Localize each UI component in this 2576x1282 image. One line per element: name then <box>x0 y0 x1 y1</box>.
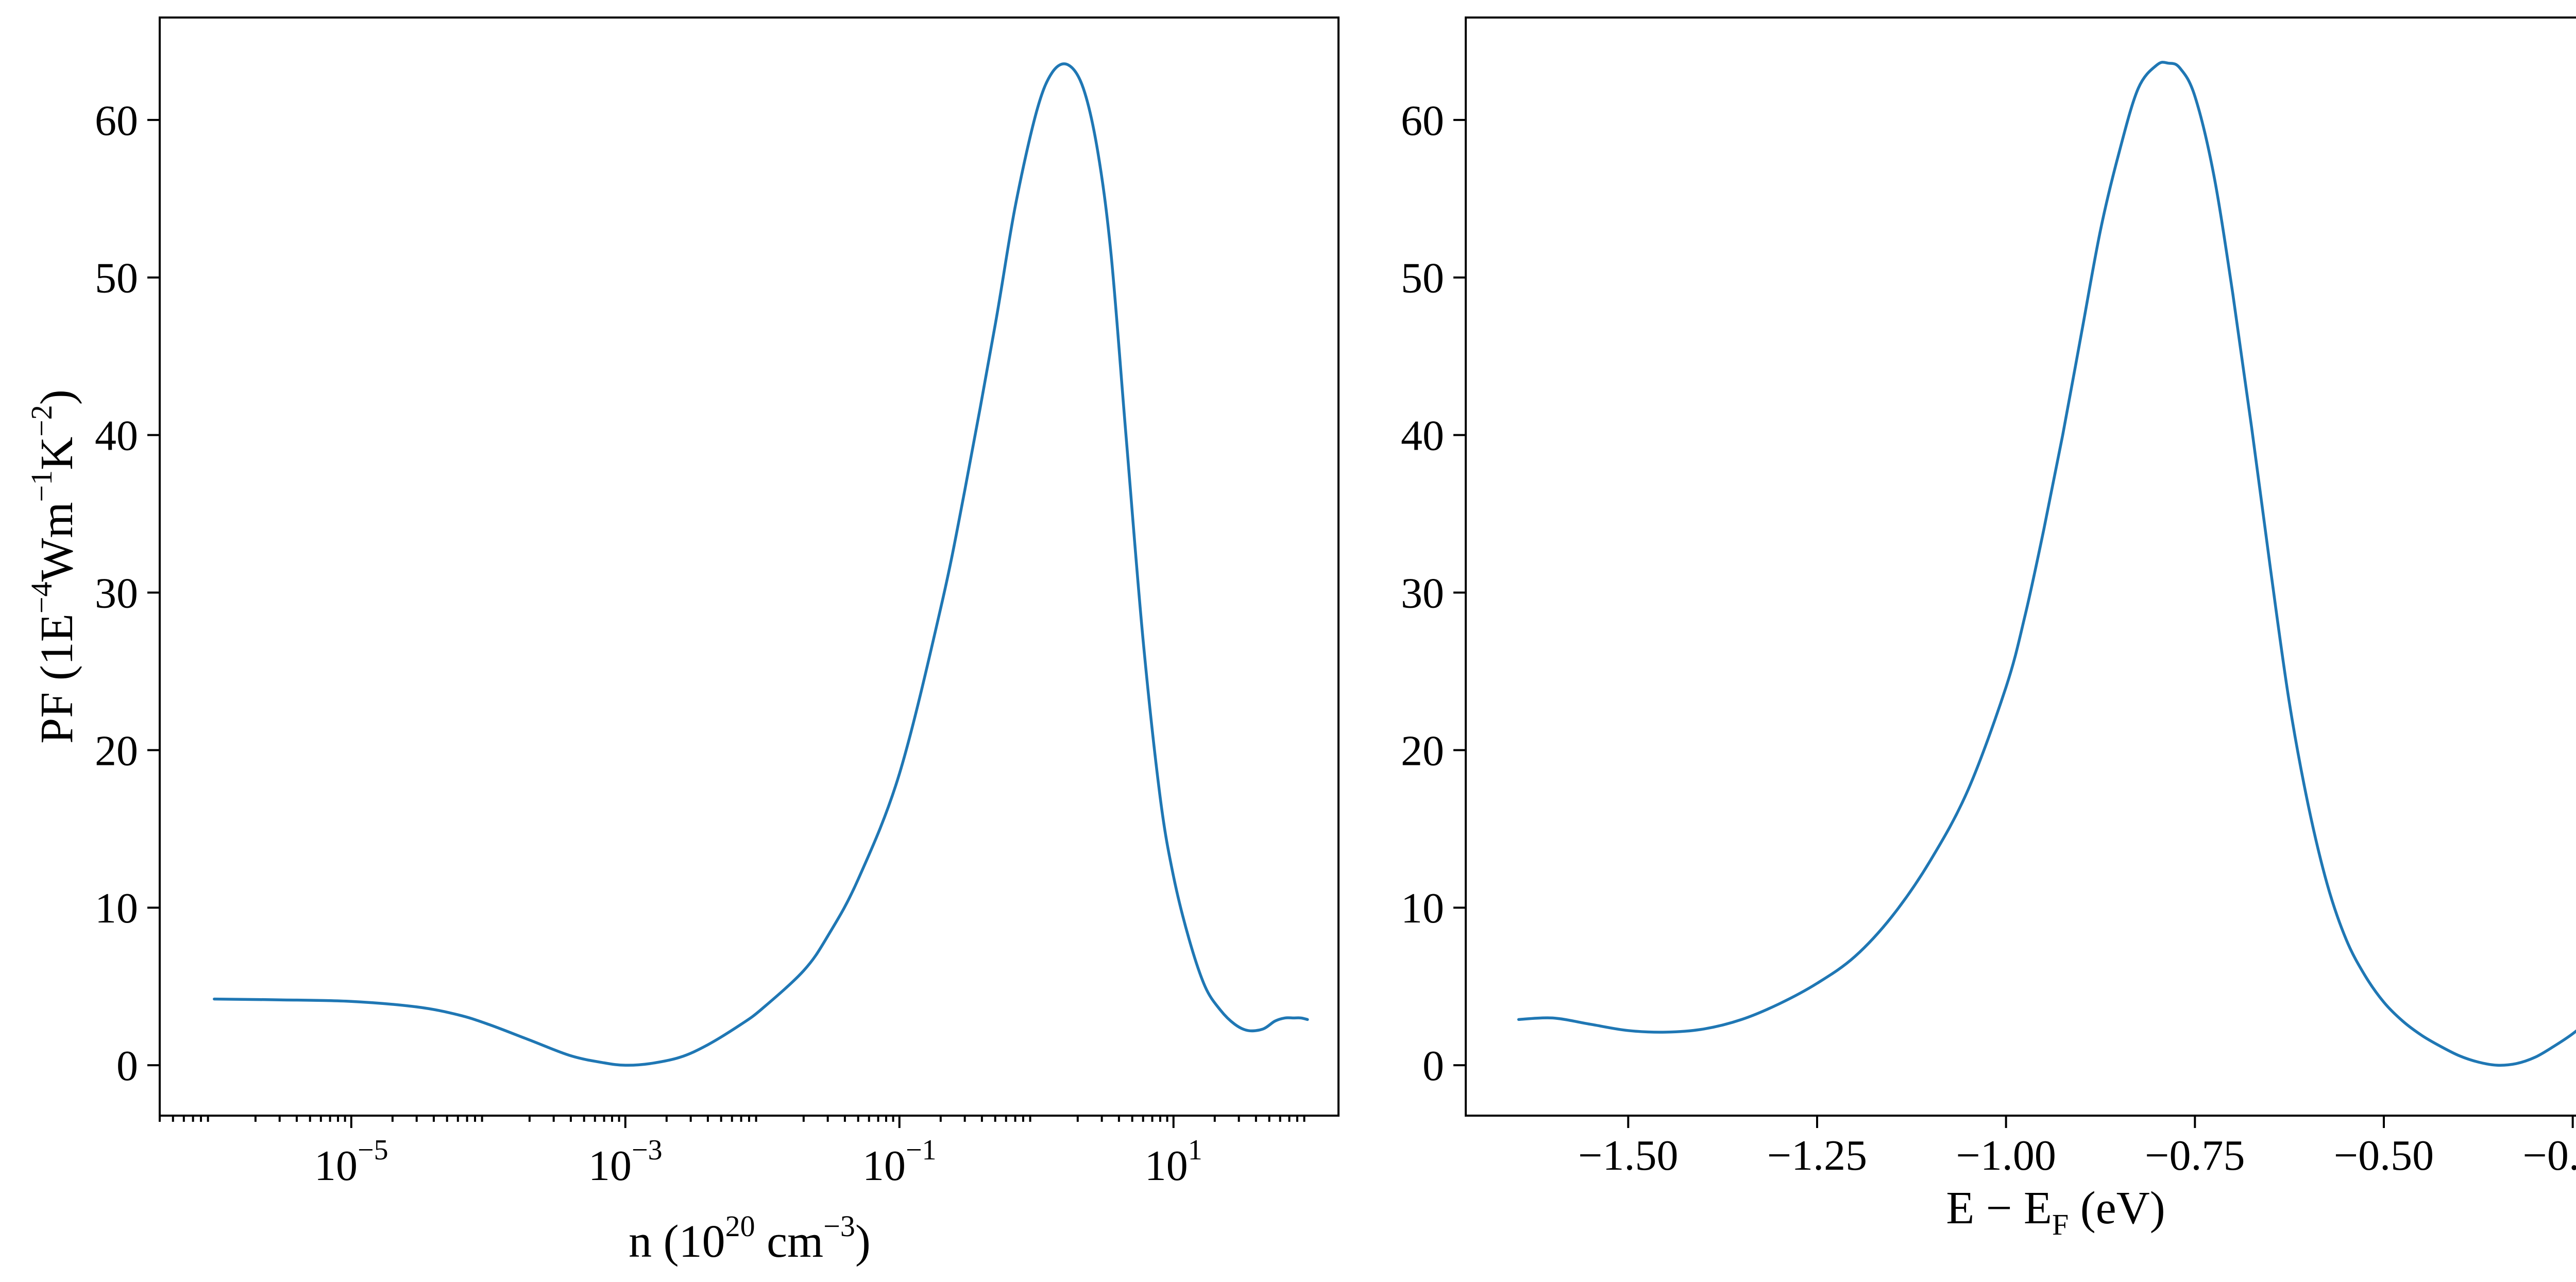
left-x-axis-label: n (1020 cm−3) <box>629 1209 871 1267</box>
left-x-tick-label: 10−1 <box>862 1134 937 1190</box>
right-y-tick-label: 40 <box>1401 412 1444 460</box>
right-chart-panel: 0 10 20 30 40 50 60 −1.50 −1.25 −1.00 −0.75 −0.50 −0… <box>1401 16 2576 1241</box>
left-y-tick-label: 30 <box>95 569 138 617</box>
left-y-tick-label: 10 <box>95 884 138 932</box>
left-y-axis-label: PF (1E−4Wm−1K−2) <box>25 389 82 744</box>
right-x-axis-label: E − EF (eV) <box>1946 1183 2165 1241</box>
right-y-tick-label: 30 <box>1401 569 1444 617</box>
left-y-tick-label: 60 <box>95 97 138 145</box>
left-x-tick-label: 10−3 <box>588 1134 663 1190</box>
right-y-tick-label: 20 <box>1401 727 1444 775</box>
right-ticks: 0 10 20 30 40 50 60 −1.50 −1.25 −1.00 −0.75 −0.50 −0… <box>1401 97 2576 1180</box>
right-y-tick-label: 50 <box>1401 254 1444 302</box>
right-x-tick-label: −1.50 <box>1578 1132 1678 1180</box>
left-ticks: 0 10 20 30 40 50 60 10−5 10−3 10−1 101 <box>95 97 1306 1190</box>
right-x-tick-label: −1.00 <box>1956 1132 2056 1180</box>
right-x-tick-label: −1.25 <box>1767 1132 1867 1180</box>
right-y-tick-label: 60 <box>1401 97 1444 145</box>
right-x-tick-label: −0.50 <box>2334 1132 2434 1180</box>
left-chart-panel: 0 10 20 30 40 50 60 10−5 10−3 10−1 101 n (1020 cm−… <box>25 16 1340 1267</box>
right-y-tick-label: 0 <box>1422 1042 1444 1090</box>
right-plot-layer <box>1517 61 2576 1067</box>
left-y-tick-label: 20 <box>95 727 138 775</box>
right-series-line <box>1517 61 2576 1067</box>
left-plot-layer <box>213 62 1309 1067</box>
right-x-tick-label: −0.25 <box>2522 1132 2576 1180</box>
right-plot-frame <box>1465 16 2576 1117</box>
left-x-tick-label: 10−5 <box>314 1134 388 1190</box>
left-y-tick-label: 40 <box>95 412 138 460</box>
left-x-tick-label: 101 <box>1145 1134 1202 1190</box>
right-x-tick-label: −0.75 <box>2145 1132 2245 1180</box>
left-y-tick-label: 50 <box>95 254 138 302</box>
left-series-line <box>213 62 1309 1067</box>
right-y-tick-label: 10 <box>1401 884 1444 932</box>
left-y-tick-label: 0 <box>116 1042 138 1090</box>
